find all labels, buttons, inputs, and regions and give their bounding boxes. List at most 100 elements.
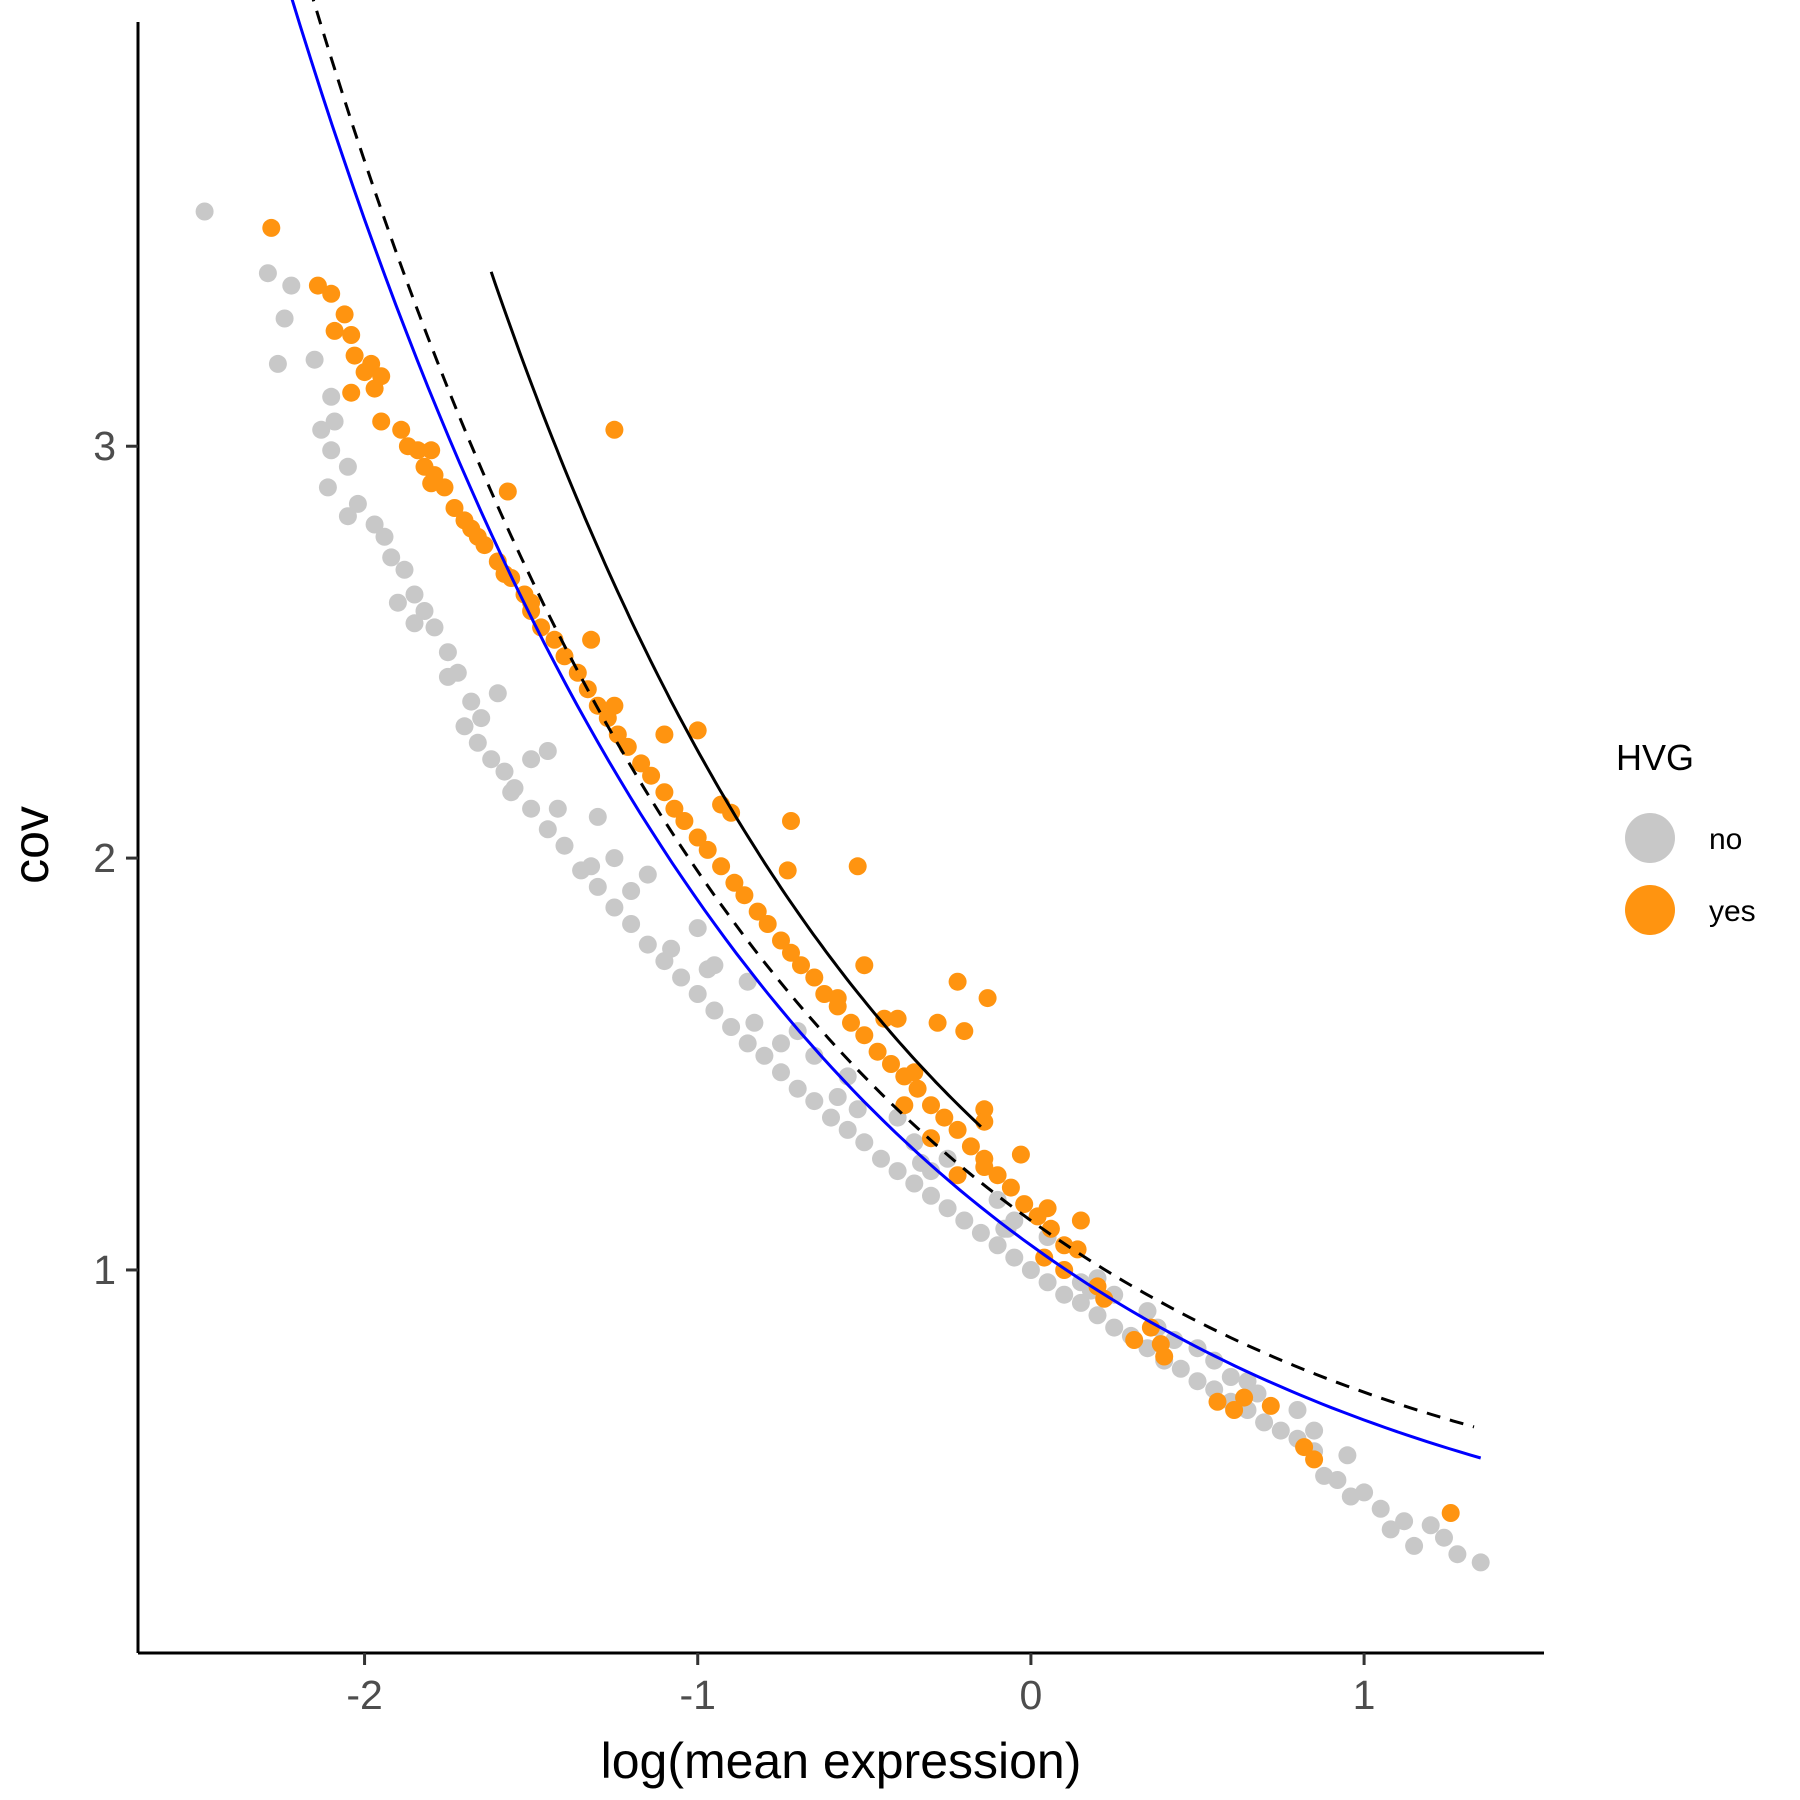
point-yes-92 [955,1022,974,1041]
point-yes-6 [345,346,364,365]
point-no-100 [988,1190,1007,1209]
point-no-81 [1355,1483,1374,1502]
point-no-62 [1055,1285,1074,1304]
point-no-15 [382,548,401,567]
point-yes-44 [675,812,694,830]
point-no-10 [318,478,337,497]
point-yes-33 [555,647,574,666]
point-no-86 [1421,1516,1440,1535]
point-no-93 [638,865,657,884]
point-yes-48 [725,873,744,892]
point-yes-58 [842,1013,860,1032]
point-no-3 [275,309,294,328]
point-yes-75 [605,420,624,439]
point-no-21 [425,618,444,637]
point-yes-101 [975,1158,994,1176]
point-yes-21 [445,499,464,517]
point-no-40 [688,985,707,1003]
point-yes-95 [905,1063,924,1082]
point-yes-31 [532,618,551,637]
point-yes-43 [665,799,684,818]
point-yes-93 [948,972,967,991]
point-yes-84 [782,812,800,830]
point-yes-0 [262,218,281,237]
point-yes-80 [655,725,674,744]
points-no-layer [195,202,1490,1572]
y-axis-title: cov [3,806,59,884]
point-no-105 [1238,1372,1257,1391]
point-no-119 [662,939,681,958]
legend-key-yes [1625,885,1675,935]
point-yes-16 [422,441,441,460]
point-yes-45 [688,828,707,847]
point-yes-65 [935,1108,954,1127]
point-no-41 [705,1001,724,1020]
point-no-25 [455,717,474,736]
point-no-46 [788,1079,807,1098]
point-yes-53 [782,943,800,962]
point-no-131 [622,882,641,900]
point-no-135 [922,1162,940,1181]
point-yes-40 [632,754,651,773]
point-no-48 [822,1108,840,1127]
point-no-31 [538,820,557,839]
point-no-0 [195,202,214,221]
point-no-69 [1171,1359,1190,1378]
point-yes-3 [335,305,354,324]
point-no-79 [1328,1471,1347,1489]
point-yes-88 [828,989,847,1008]
point-no-129 [472,709,491,728]
fit-lines-layer [290,0,1482,1460]
y-tick-label-1: 2 [93,835,116,881]
point-yes-87 [855,956,874,975]
point-yes-54 [792,956,810,975]
point-yes-79 [605,696,624,715]
point-yes-67 [961,1137,980,1156]
point-yes-15 [408,441,427,460]
point-yes-13 [392,420,411,439]
point-yes-34 [568,663,587,682]
point-yes-63 [908,1079,927,1098]
point-no-27 [482,750,501,769]
point-yes-2 [322,284,341,303]
point-no-117 [502,783,521,802]
point-no-18 [405,585,424,604]
point-yes-89 [875,1009,894,1028]
point-no-64 [1088,1306,1107,1325]
point-no-11 [338,507,357,526]
point-yes-115 [1225,1401,1244,1419]
point-no-39 [672,968,691,987]
point-no-52 [888,1162,907,1181]
point-yes-71 [1015,1195,1034,1214]
point-no-134 [848,1100,867,1119]
point-no-34 [588,877,607,896]
point-no-49 [838,1120,857,1139]
point-yes-41 [642,766,661,785]
point-no-7 [325,412,344,431]
point-yes-69 [988,1166,1007,1185]
point-yes-78 [582,630,601,649]
point-no-55 [938,1199,957,1218]
point-no-57 [971,1223,990,1242]
point-no-16 [375,527,394,546]
point-no-19 [388,593,407,612]
point-yes-70 [1001,1178,1020,1197]
point-yes-86 [778,861,797,880]
point-no-121 [828,1088,847,1106]
point-no-59 [1005,1248,1024,1267]
point-no-42 [722,1018,741,1036]
point-no-8 [312,420,331,439]
point-yes-73 [1041,1219,1060,1238]
point-yes-85 [848,857,867,876]
point-no-95 [738,972,757,991]
point-yes-103 [1038,1199,1057,1218]
point-yes-117 [1261,1396,1280,1415]
point-no-127 [1338,1446,1357,1465]
point-yes-38 [608,725,627,744]
point-no-94 [688,919,707,938]
point-no-99 [938,1149,957,1168]
fit-line-blue [290,0,1482,1460]
point-yes-66 [948,1120,967,1139]
point-yes-118 [1295,1438,1314,1457]
